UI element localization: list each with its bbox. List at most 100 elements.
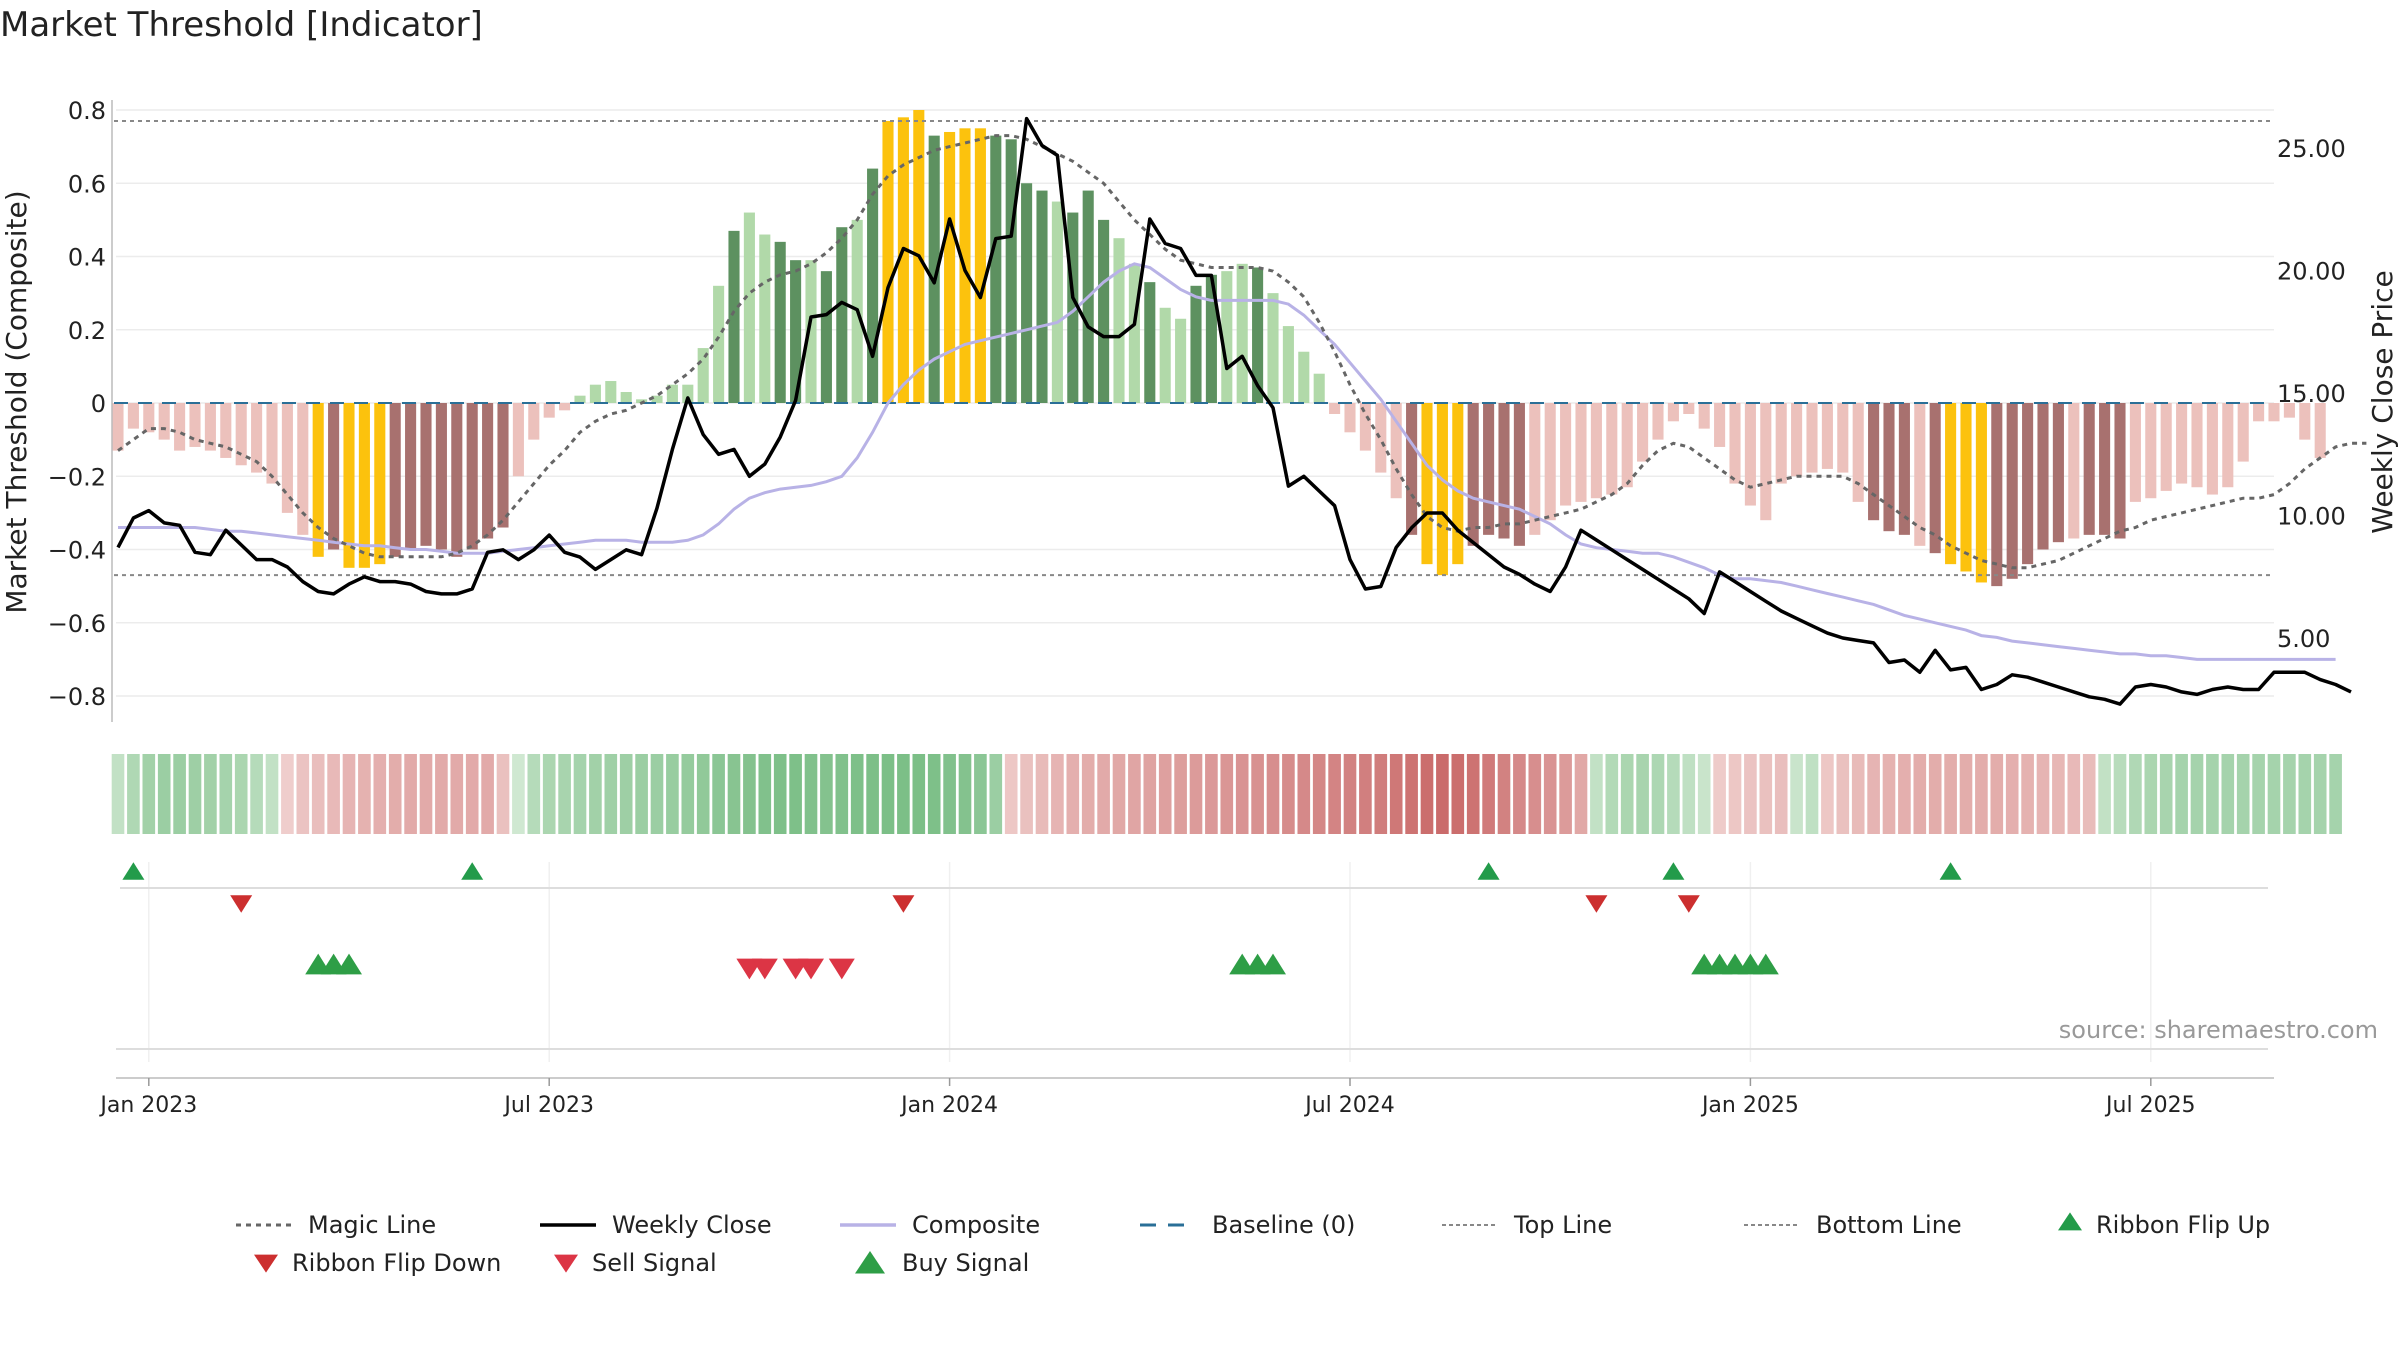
legend-swatch (855, 1251, 885, 1274)
ribbon-cell (1158, 754, 1172, 834)
axes: 0.8 0.6 0.4 0.2 0 −0.2 −0.4 −0.6 −0.8 25.00 20.00 1… (48, 97, 2346, 722)
ribbon-cell (419, 754, 433, 834)
ribbon-cell (743, 754, 756, 834)
ribbon-cell (881, 754, 895, 834)
composite-bar (466, 403, 478, 550)
composite-bar (1791, 403, 1803, 477)
composite-bar (343, 403, 355, 568)
ribbon-cell (1451, 754, 1465, 834)
composite-bar (1775, 403, 1787, 484)
composite-bar (2022, 403, 2034, 565)
ribbon-cell (635, 754, 648, 834)
composite-bar (204, 403, 216, 451)
ribbon-cell (974, 754, 987, 834)
ribbon-cell (2267, 754, 2281, 834)
ribbon-cell (188, 754, 202, 834)
ribbon-flip-down-marker (892, 895, 915, 913)
ribbon-cell (281, 754, 294, 834)
ribbon-cell (1513, 754, 1526, 834)
ribbon-cell (2190, 754, 2204, 834)
composite-bar (1467, 403, 1479, 546)
composite-bar (2037, 403, 2049, 550)
ribbon-cell (204, 754, 217, 834)
y-tick-label-left: −0.6 (48, 610, 106, 638)
composite-bar (1606, 403, 1618, 495)
ribbon-cell (1867, 754, 1880, 834)
composite-bar (220, 403, 232, 458)
ribbon-cell (1220, 754, 1234, 834)
composite-bar (2006, 403, 2018, 579)
ribbon-cell (311, 754, 325, 834)
composite-bar (405, 403, 417, 550)
buy-signal-marker (1260, 953, 1286, 975)
legend-item: Ribbon Flip Down (254, 1249, 501, 1277)
ribbon-cell (1004, 754, 1018, 834)
ribbon-cell (1836, 754, 1850, 834)
y-tick-label-right: 10.00 (2277, 503, 2346, 531)
composite-bar (2253, 403, 2265, 422)
sell-signal-marker (751, 958, 778, 980)
ribbon-cell (696, 754, 710, 834)
ribbon-flip-up-marker (1939, 862, 1962, 880)
composite-bar (2160, 403, 2172, 491)
composite-bar (2268, 403, 2280, 422)
ribbon-cell (1020, 754, 1033, 834)
ribbon-cell (1235, 754, 1249, 834)
composite-bar (1637, 403, 1649, 462)
composite-bar (482, 403, 494, 539)
composite-bar (1421, 403, 1433, 565)
ribbon-cell (1543, 754, 1557, 834)
ribbon-cell (773, 754, 787, 834)
composite-bar (1529, 403, 1541, 535)
ribbon-flip-down-marker (1677, 895, 1700, 913)
legend-item: Magic Line (236, 1211, 436, 1239)
composite-bar (1729, 403, 1741, 484)
composite-bar (1498, 403, 1510, 539)
ribbon-flip-up-marker (1662, 862, 1685, 880)
ribbon-cell (1790, 754, 1803, 834)
legend-label: Ribbon Flip Down (292, 1249, 501, 1277)
ribbon-cell (1420, 754, 1434, 834)
ribbon-cell (1620, 754, 1634, 834)
ribbon-cell (2021, 754, 2034, 834)
ribbon-cell (1312, 754, 1326, 834)
composite-bar (990, 135, 1002, 403)
x-tick-label: Jan 2024 (899, 1093, 998, 1118)
legend-label: Top Line (1513, 1211, 1612, 1239)
composite-bar (1436, 403, 1448, 576)
composite-bar (374, 403, 386, 565)
composite-bar (1098, 219, 1110, 403)
legend-swatch (254, 1254, 278, 1273)
ribbon-cell (666, 754, 679, 834)
ribbon-cell (404, 754, 417, 834)
ribbon-cell (1805, 754, 1819, 834)
composite-bar (559, 403, 571, 411)
composite-bar (1267, 293, 1279, 403)
composite-bar (820, 271, 832, 403)
composite-bar (328, 403, 340, 550)
y-tick-label-right: 20.00 (2277, 258, 2346, 286)
ribbon-cell (1605, 754, 1619, 834)
ribbon-cell (1682, 754, 1696, 834)
ribbon-cell (850, 754, 864, 834)
composite-bar (1898, 403, 1910, 535)
buy-signal-marker (1752, 953, 1779, 975)
composite-bar (651, 395, 663, 403)
ribbon-cell (1436, 754, 1449, 834)
composite-bar (543, 403, 555, 418)
ribbon-cell (2067, 754, 2081, 834)
composite-bar (1837, 403, 1849, 473)
buy-signal-marker (336, 953, 362, 975)
ribbon-cell (989, 754, 1003, 834)
ribbon-cell (1282, 754, 1295, 834)
composite-bar (836, 227, 848, 403)
composite-bar (728, 230, 740, 403)
ribbon-cell (1328, 754, 1341, 834)
ribbon-cell (1697, 754, 1711, 834)
ribbon-cell (373, 754, 387, 834)
ribbon-cell (604, 754, 618, 834)
composite-bar (1590, 403, 1602, 499)
composite-bar (174, 403, 186, 451)
ribbon-cell (465, 754, 479, 834)
ribbon-cell (1651, 754, 1665, 834)
